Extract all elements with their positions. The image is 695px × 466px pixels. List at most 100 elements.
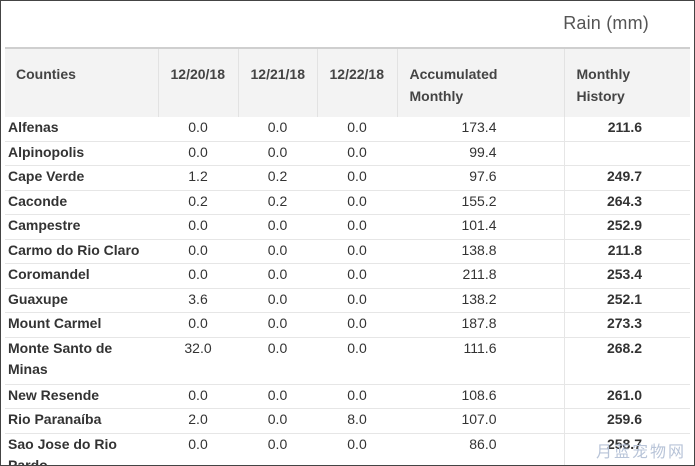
table-row: Cape Verde 1.2 0.2 0.0 97.6 249.7 bbox=[5, 165, 690, 191]
rain-day-2: 0.0 bbox=[238, 337, 317, 385]
rain-day-2: 0.0 bbox=[238, 214, 317, 240]
monthly-history: 252.9 bbox=[564, 214, 690, 240]
accumulated-monthly: 138.2 bbox=[397, 288, 565, 313]
accumulated-monthly: 111.6 bbox=[397, 337, 565, 385]
rain-day-1: 0.0 bbox=[158, 433, 238, 465]
monthly-history: 252.1 bbox=[564, 288, 690, 313]
watermark-text: 月蓝宠物网 bbox=[595, 442, 686, 461]
header-date-2: 12/21/18 bbox=[237, 49, 317, 117]
rain-day-1: 0.0 bbox=[158, 214, 238, 240]
county-name: Sao Jose do Rio Pardo bbox=[5, 433, 158, 465]
table-row: Campestre 0.0 0.0 0.0 101.4 252.9 bbox=[5, 214, 690, 240]
accumulated-monthly: 99.4 bbox=[397, 141, 565, 166]
accumulated-monthly: 108.6 bbox=[397, 384, 565, 409]
rain-day-2: 0.2 bbox=[238, 165, 317, 191]
rain-day-3: 0.0 bbox=[317, 433, 397, 465]
table-caption: Rain (mm) bbox=[563, 13, 649, 33]
rain-day-2: 0.0 bbox=[238, 288, 317, 313]
rain-day-1: 0.0 bbox=[158, 384, 238, 409]
rain-day-2: 0.0 bbox=[238, 117, 317, 142]
county-name: Alpinopolis bbox=[5, 141, 158, 166]
table-wrapper: Counties 12/20/18 12/21/18 12/22/18 Accu… bbox=[5, 47, 690, 465]
header-monthly-history: Monthly History bbox=[563, 49, 690, 117]
table-row: New Resende 0.0 0.0 0.0 108.6 261.0 bbox=[5, 384, 690, 409]
county-name: Cape Verde bbox=[5, 165, 158, 191]
header-accumulated-monthly: Accumulated Monthly bbox=[396, 49, 564, 117]
accumulated-monthly: 86.0 bbox=[397, 433, 565, 465]
rain-day-3: 0.0 bbox=[317, 117, 397, 142]
table-row: Monte Santo de Minas 32.0 0.0 0.0 111.6 … bbox=[5, 337, 690, 385]
rain-day-3: 8.0 bbox=[317, 408, 397, 434]
monthly-history: 258.7 bbox=[564, 433, 690, 465]
table-row: Carmo do Rio Claro 0.0 0.0 0.0 138.8 211… bbox=[5, 239, 690, 264]
rain-day-1: 0.0 bbox=[158, 117, 238, 142]
accumulated-monthly: 101.4 bbox=[397, 214, 565, 240]
rain-day-3: 0.0 bbox=[317, 263, 397, 289]
header-counties: Counties bbox=[5, 49, 158, 117]
rain-day-1: 32.0 bbox=[158, 337, 238, 385]
rain-day-2: 0.0 bbox=[238, 384, 317, 409]
rain-day-3: 0.0 bbox=[317, 165, 397, 191]
rain-day-1: 0.0 bbox=[158, 239, 238, 264]
header-history-line1: Monthly bbox=[576, 66, 631, 82]
county-name: Campestre bbox=[5, 214, 158, 240]
table-row: Sao Jose do Rio Pardo 0.0 0.0 0.0 86.0 2… bbox=[5, 433, 690, 465]
county-name: Guaxupe bbox=[5, 288, 158, 313]
rain-day-1: 0.2 bbox=[158, 190, 238, 215]
monthly-history: 211.6 bbox=[564, 117, 690, 142]
monthly-history: 261.0 bbox=[564, 384, 690, 409]
monthly-history: 249.7 bbox=[564, 165, 690, 191]
rain-day-1: 1.2 bbox=[158, 165, 238, 191]
rain-day-3: 0.0 bbox=[317, 312, 397, 338]
county-name: New Resende bbox=[5, 384, 158, 409]
header-history-line2: History bbox=[576, 88, 625, 104]
accumulated-monthly: 155.2 bbox=[397, 190, 565, 215]
header-date-2-label: 12/21/18 bbox=[250, 66, 306, 82]
rain-day-3: 0.0 bbox=[317, 337, 397, 385]
monthly-history: 268.2 bbox=[564, 337, 690, 385]
table-row: Guaxupe 3.6 0.0 0.0 138.2 252.1 bbox=[5, 288, 690, 313]
table-row: Rio Paranaíba 2.0 0.0 8.0 107.0 259.6 bbox=[5, 408, 690, 434]
monthly-history: 253.4 bbox=[564, 263, 690, 289]
rain-day-1: 0.0 bbox=[158, 141, 238, 166]
rain-day-2: 0.0 bbox=[238, 141, 317, 166]
monthly-history bbox=[564, 141, 690, 166]
monthly-history: 273.3 bbox=[564, 312, 690, 338]
header-date-1: 12/20/18 bbox=[157, 49, 238, 117]
header-row: Counties 12/20/18 12/21/18 12/22/18 Accu… bbox=[5, 49, 690, 117]
county-name: Coromandel bbox=[5, 263, 158, 289]
rain-day-3: 0.0 bbox=[317, 288, 397, 313]
accumulated-monthly: 187.8 bbox=[397, 312, 565, 338]
rain-day-1: 2.0 bbox=[158, 408, 238, 434]
header-date-1-label: 12/20/18 bbox=[170, 66, 226, 82]
rain-day-2: 0.0 bbox=[238, 408, 317, 434]
monthly-history: 264.3 bbox=[564, 190, 690, 215]
header-accumulated-line1: Accumulated bbox=[409, 66, 498, 82]
rain-day-3: 0.0 bbox=[317, 239, 397, 264]
rain-day-1: 3.6 bbox=[158, 288, 238, 313]
monthly-history: 259.6 bbox=[564, 408, 690, 434]
header-date-3-label: 12/22/18 bbox=[329, 66, 385, 82]
header-date-3: 12/22/18 bbox=[316, 49, 397, 117]
accumulated-monthly: 173.4 bbox=[397, 117, 565, 142]
table-row: Coromandel 0.0 0.0 0.0 211.8 253.4 bbox=[5, 263, 690, 289]
accumulated-monthly: 211.8 bbox=[397, 263, 565, 289]
rain-day-1: 0.0 bbox=[158, 263, 238, 289]
table-row: Alpinopolis 0.0 0.0 0.0 99.4 bbox=[5, 141, 690, 166]
county-name: Caconde bbox=[5, 190, 158, 215]
rainfall-table: Counties 12/20/18 12/21/18 12/22/18 Accu… bbox=[5, 49, 690, 465]
accumulated-monthly: 138.8 bbox=[397, 239, 565, 264]
accumulated-monthly: 107.0 bbox=[397, 408, 565, 434]
rain-day-2: 0.0 bbox=[238, 312, 317, 338]
rain-day-2: 0.0 bbox=[238, 239, 317, 264]
header-counties-label: Counties bbox=[16, 66, 76, 82]
county-name: Rio Paranaíba bbox=[5, 408, 158, 434]
county-name: Mount Carmel bbox=[5, 312, 158, 338]
table-row: Caconde 0.2 0.2 0.0 155.2 264.3 bbox=[5, 190, 690, 215]
county-name: Alfenas bbox=[5, 117, 158, 142]
county-name: Monte Santo de Minas bbox=[5, 337, 158, 385]
rain-day-3: 0.0 bbox=[317, 384, 397, 409]
header-accumulated-line2: Monthly bbox=[409, 88, 464, 104]
rain-day-1: 0.0 bbox=[158, 312, 238, 338]
